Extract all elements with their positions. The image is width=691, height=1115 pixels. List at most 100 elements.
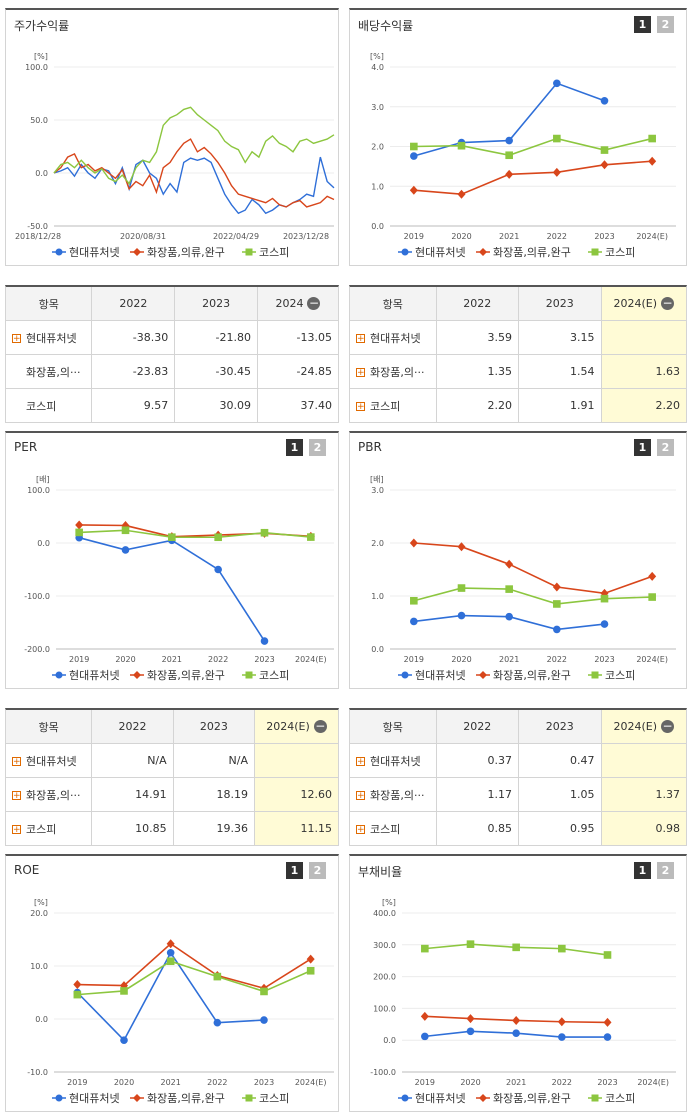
per-table-panel: 항목 2022 2023 2024(E) − + 현대퓨처넷 N/A N/A + 화장품,의··· 1… <box>5 708 339 846</box>
legend-marker <box>591 248 599 256</box>
tab-1-button[interactable]: 1 <box>286 862 303 879</box>
row-label: 코스피 <box>6 388 93 423</box>
series-line <box>53 106 335 185</box>
data-point <box>505 169 514 179</box>
expand-plus-icon[interactable]: + <box>356 791 365 801</box>
row-name: 현대퓨처넷 <box>26 754 77 768</box>
data-point <box>552 582 561 592</box>
y-tick-label: -100.0 <box>370 1068 396 1077</box>
table-row: + 현대퓨처넷 -38.30 -21.80 -13.05 <box>6 320 338 355</box>
data-point <box>75 528 83 537</box>
y-tick-label: -100.0 <box>24 592 50 601</box>
tab-2-button[interactable]: 2 <box>309 862 326 879</box>
table-cell: -30.45 <box>174 354 258 389</box>
data-point <box>307 533 315 541</box>
table-row: + 코스피 2.20 1.91 2.20 <box>350 388 686 423</box>
panel-title: 주가수익률 <box>14 19 70 33</box>
data-point <box>457 141 466 150</box>
data-point <box>457 189 466 199</box>
expand-plus-icon[interactable]: + <box>12 334 21 344</box>
data-point <box>421 944 429 953</box>
data-point <box>466 1014 475 1024</box>
legend-item: 화장품,의류,완구 <box>476 669 571 682</box>
data-point <box>603 1017 612 1027</box>
stock-return-table-panel: 항목 2022 2023 2024− + 현대퓨처넷 -38.30 -21.80 -13.05 화… <box>5 285 339 423</box>
tab-2-button[interactable]: 2 <box>657 439 674 456</box>
legend-label: 코스피 <box>605 669 635 682</box>
data-point <box>73 980 82 990</box>
legend-label: 화장품,의류,완구 <box>147 669 225 682</box>
column-header: 2022 <box>91 287 176 321</box>
data-point <box>260 1016 268 1024</box>
legend-item: 화장품,의류,완구 <box>130 246 225 259</box>
tab-1-button[interactable]: 1 <box>634 862 651 879</box>
y-tick-label: 1.0 <box>371 592 384 601</box>
y-tick-label: 2.0 <box>371 539 384 548</box>
x-tick-label: 2023 <box>597 1078 617 1087</box>
data-point <box>553 79 561 88</box>
y-axis-unit: [%] <box>34 898 48 907</box>
column-header-label: 2022 <box>118 720 147 733</box>
legend-item: 화장품,의류,완구 <box>130 1092 225 1105</box>
legend-label: 현대퓨처넷 <box>415 246 466 259</box>
tab-2-button[interactable]: 2 <box>657 16 674 33</box>
collapse-icon[interactable]: − <box>661 719 675 734</box>
collapse-icon[interactable]: − <box>661 296 675 311</box>
data-point <box>505 559 514 569</box>
collapse-icon[interactable]: − <box>313 719 327 734</box>
y-tick-label: 300.0 <box>373 941 396 950</box>
table-cell: 10.85 <box>91 811 174 846</box>
legend-item: 현대퓨처넷 <box>52 669 120 682</box>
table-cell: -21.80 <box>174 320 258 355</box>
y-tick-label: 0.0 <box>35 1015 48 1024</box>
row-name: 화장품,의··· <box>26 365 81 379</box>
pbr-chart: [배] 3.0 2.0 1.0 0.0 2019 2020 2021 2022 2023 2024(… <box>370 475 676 682</box>
table-row: + 화장품,의··· 14.91 18.19 12.60 <box>6 777 338 812</box>
expand-plus-icon[interactable]: + <box>356 334 365 344</box>
tab-1-button[interactable]: 1 <box>634 439 651 456</box>
row-label: + 화장품,의··· <box>6 777 93 812</box>
y-tick-label: 4.0 <box>371 63 384 72</box>
row-name: 화장품,의··· <box>370 365 425 379</box>
tab-1-button[interactable]: 1 <box>634 16 651 33</box>
y-tick-label: -200.0 <box>24 645 50 654</box>
legend-label: 코스피 <box>259 246 289 259</box>
y-tick-label: 50.0 <box>30 116 48 125</box>
expand-plus-icon[interactable]: + <box>12 757 21 767</box>
data-point <box>512 1029 520 1038</box>
expand-plus-icon[interactable]: + <box>356 757 365 767</box>
table-cell: 1.54 <box>518 354 602 389</box>
table-cell: 1.17 <box>436 777 520 812</box>
dividend-table-panel: 항목 2022 2023 2024(E) − + 현대퓨처넷 3.59 3.15 + 화장품,의··… <box>349 285 687 423</box>
tab-2-button[interactable]: 2 <box>309 439 326 456</box>
x-tick-label: 2024(E) <box>295 655 327 664</box>
data-point <box>600 146 609 154</box>
column-header-label: 2022 <box>463 720 492 733</box>
data-point <box>457 611 466 620</box>
expand-plus-icon[interactable]: + <box>12 791 21 801</box>
column-header: 항목 <box>6 287 93 321</box>
legend-item: 화장품,의류,완구 <box>130 669 225 682</box>
data-point <box>166 939 175 949</box>
x-tick-label: 2018/12/28 <box>15 232 61 241</box>
collapse-icon[interactable]: − <box>307 296 321 311</box>
expand-plus-icon[interactable]: + <box>12 825 21 835</box>
expand-plus-icon[interactable]: + <box>356 402 365 412</box>
debt-ratio-chart: [%] 400.0 300.0 200.0 100.0 0.0 -100.0 2019 2020… <box>370 898 676 1105</box>
expand-plus-icon[interactable]: + <box>356 368 365 378</box>
data-point <box>600 620 609 628</box>
series-company <box>410 611 609 634</box>
table-row: + 화장품,의··· 1.17 1.05 1.37 <box>350 777 686 812</box>
tab-2-button[interactable]: 2 <box>657 862 674 879</box>
series-industry <box>409 538 657 598</box>
table-cell: N/A <box>91 743 174 778</box>
table-cell: 11.15 <box>254 811 338 846</box>
data-point <box>648 134 656 143</box>
x-tick-label: 2022 <box>547 655 567 664</box>
tab-1-button[interactable]: 1 <box>286 439 303 456</box>
expand-plus-icon[interactable]: + <box>356 825 365 835</box>
legend-marker <box>401 1094 409 1102</box>
data-point <box>648 156 657 166</box>
